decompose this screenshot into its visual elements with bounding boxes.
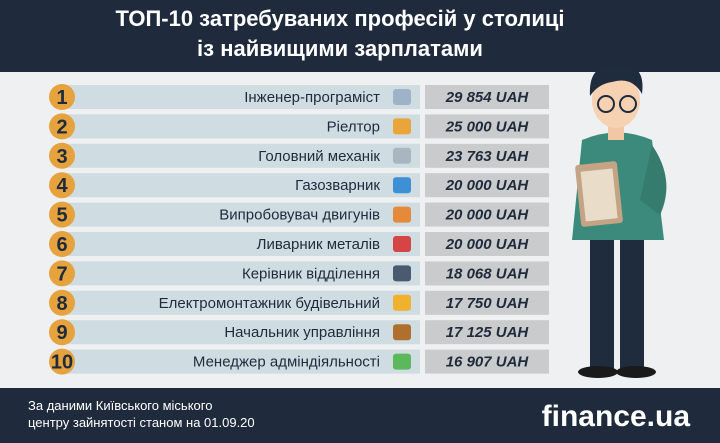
- profession: Газозварник: [295, 177, 380, 194]
- leg: [590, 230, 614, 370]
- rank-badge: [49, 142, 75, 169]
- rank: 8: [56, 293, 67, 315]
- salary: 17 125 UAH: [446, 324, 530, 341]
- row-bar: [62, 143, 420, 168]
- source-line: центру зайнятості станом на 01.09.20: [28, 415, 255, 430]
- footer-band: [0, 388, 720, 443]
- salary: 18 068 UAH: [446, 265, 530, 282]
- row-bar: [62, 232, 420, 256]
- arm: [640, 145, 667, 215]
- salary-box: [425, 202, 549, 227]
- profession-icon: [393, 353, 411, 370]
- profession-icon: [393, 147, 411, 164]
- paper: [580, 168, 618, 222]
- salary-box: [425, 143, 549, 168]
- rank-badge: [49, 201, 75, 228]
- profession: Електромонтажник будівельний: [159, 295, 380, 312]
- glasses: [619, 95, 637, 113]
- rank: 1: [56, 87, 67, 109]
- rank-badge: [49, 319, 75, 346]
- salary: 25 000 UAH: [445, 118, 530, 135]
- rank: 6: [56, 234, 67, 256]
- rank: 10: [51, 352, 73, 374]
- profession-icon: [393, 177, 411, 194]
- glasses: [597, 95, 615, 113]
- profession-icon: [393, 89, 411, 105]
- profession: Випробовувач двигунів: [219, 207, 380, 224]
- salary: 29 854 UAH: [445, 89, 530, 106]
- hair: [589, 65, 643, 96]
- salary: 20 000 UAH: [445, 236, 530, 253]
- salary-box: [425, 261, 549, 286]
- rank-badge: [49, 289, 75, 316]
- profession-icon: [393, 265, 411, 282]
- salary-box: [425, 320, 549, 345]
- rank-badge: [49, 231, 75, 257]
- salary-box: [425, 85, 549, 109]
- leg: [620, 230, 644, 370]
- row-bar: [62, 85, 420, 109]
- ranking-list: 1 Інженер-програміст 29 854 UAH 2 Ріелтор 25 …: [49, 84, 549, 375]
- row-bar: [62, 320, 420, 345]
- logo: finance.ua: [542, 400, 691, 433]
- salary-box: [425, 349, 549, 374]
- head: [592, 72, 640, 128]
- rank-badge: [49, 113, 75, 140]
- rank-badge: [49, 348, 75, 375]
- header-band: [0, 0, 720, 72]
- salary: 17 750 UAH: [446, 295, 530, 312]
- row-bar: [62, 202, 420, 227]
- rank: 9: [56, 322, 67, 344]
- profession: Інженер-програміст: [244, 89, 380, 106]
- rank: 3: [56, 146, 67, 168]
- profession-icon: [393, 294, 411, 311]
- profession-icon: [393, 324, 411, 341]
- title-line: ТОП-10 затребуваних професій у столиці: [115, 6, 564, 31]
- rank-badge: [49, 172, 75, 199]
- rank: 4: [56, 175, 68, 197]
- salary-box: [425, 173, 549, 198]
- salary: 16 907 UAH: [446, 354, 530, 371]
- rank: 5: [56, 205, 67, 227]
- profession-icon: [393, 236, 411, 252]
- salary: 20 000 UAH: [445, 177, 530, 194]
- row-bar: [62, 114, 420, 139]
- title-line: із найвищими зарплатами: [197, 36, 483, 61]
- source-line: За даними Київського міського: [28, 398, 212, 413]
- salary: 20 000 UAH: [445, 207, 530, 224]
- profession-icon: [393, 206, 411, 223]
- rank-badge: [49, 260, 75, 287]
- rank: 7: [56, 263, 67, 285]
- shoe: [616, 366, 656, 378]
- shoe: [578, 366, 618, 378]
- profession: Начальник управління: [224, 324, 380, 341]
- salary: 23 763 UAH: [445, 148, 530, 165]
- profession: Головний механік: [258, 148, 380, 165]
- salary-box: [425, 114, 549, 139]
- rank: 2: [56, 116, 67, 138]
- profession-icon: [393, 118, 411, 135]
- row-bar: [62, 290, 420, 315]
- row-bar: [62, 261, 420, 286]
- row-bar: [62, 173, 420, 198]
- rank-badge: [49, 84, 75, 110]
- person-illustration: [572, 65, 667, 378]
- profession: Ріелтор: [327, 118, 380, 135]
- salary-box: [425, 232, 549, 256]
- profession: Ливарник металів: [257, 236, 380, 253]
- profession: Керівник відділення: [242, 265, 380, 282]
- profession: Менеджер адміндіяльності: [193, 354, 380, 371]
- row-bar: [62, 349, 420, 374]
- salary-box: [425, 290, 549, 315]
